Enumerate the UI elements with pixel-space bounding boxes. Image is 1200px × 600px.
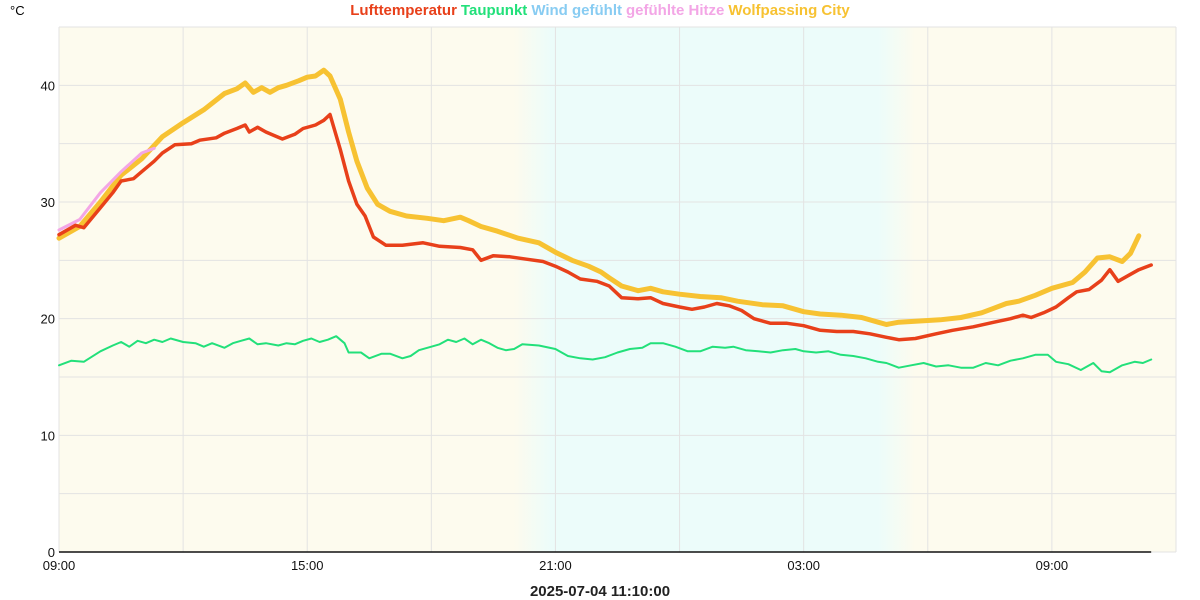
axis-tick-labels: 0 10 20 30 40 09:00 15:00 21:00 03:00 09:00 bbox=[41, 78, 1069, 573]
series-lines bbox=[56, 67, 1153, 374]
timestamp-footer: 2025-07-04 11:10:00 bbox=[529, 583, 671, 600]
y-tick-label: 0 bbox=[48, 545, 55, 560]
y-tick-label: 40 bbox=[41, 78, 55, 93]
x-tick-label: 09:00 bbox=[1036, 558, 1069, 573]
plot-background bbox=[59, 27, 1176, 552]
legend-item[interactable]: Lufttemperatur bbox=[350, 2, 457, 19]
series-line-wolfpassing-city bbox=[56, 67, 1142, 327]
x-tick-label: 09:00 bbox=[43, 558, 76, 573]
legend: Lufttemperatur Taupunkt Wind gefühlt gefühl… bbox=[0, 2, 1200, 19]
x-tick-label: 03:00 bbox=[787, 558, 820, 573]
series-line-taupunkt bbox=[58, 335, 1153, 374]
legend-item[interactable]: Taupunkt bbox=[460, 2, 528, 19]
x-tick-label: 15:00 bbox=[291, 558, 324, 573]
y-tick-label: 10 bbox=[41, 428, 55, 443]
y-tick-label: 30 bbox=[41, 195, 55, 210]
y-axis-unit: °C bbox=[10, 3, 25, 18]
series-line-lufttemperatur bbox=[57, 112, 1153, 342]
legend-item[interactable]: gefühlte Hitze bbox=[626, 2, 725, 19]
x-tick-label: 21:00 bbox=[539, 558, 572, 573]
y-tick-label: 20 bbox=[41, 312, 55, 327]
series-line-gef-hlte-hitze bbox=[57, 146, 156, 232]
legend-item[interactable]: Wolfpassing City bbox=[728, 2, 850, 19]
grid-lines bbox=[58, 26, 1177, 553]
legend-item[interactable]: Wind gefühlt bbox=[531, 2, 622, 19]
